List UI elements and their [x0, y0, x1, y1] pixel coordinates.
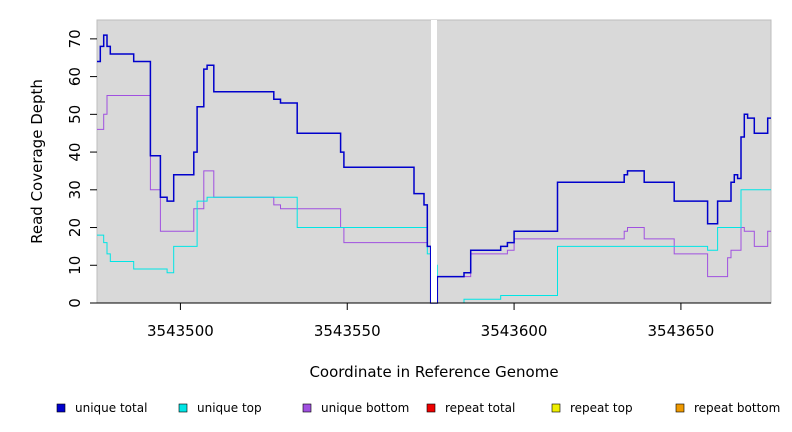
legend-swatch-unique-top [178, 403, 188, 413]
legend-label-unique-total: unique total [75, 401, 147, 415]
y-tick-label: 40 [66, 143, 84, 162]
legend-swatch-repeat-top [551, 403, 561, 413]
y-tick-label: 20 [66, 218, 84, 237]
y-tick-label: 10 [66, 256, 84, 275]
legend: unique total unique top unique bottom repea… [56, 401, 780, 415]
legend-swatch-repeat-bottom [675, 403, 685, 413]
legend-label-unique-bottom: unique bottom [321, 401, 409, 415]
gap-marker [431, 20, 437, 303]
legend-label-unique-top: unique top [197, 401, 262, 415]
x-tick-label: 3543550 [314, 322, 381, 340]
y-tick-label: 30 [66, 180, 84, 199]
legend-swatch-unique-bottom [302, 403, 312, 413]
y-tick-label: 60 [66, 67, 84, 86]
x-tick-label: 3543600 [481, 322, 548, 340]
series-line-unique-total [97, 34, 771, 304]
x-axis-ticks: 3543500 3543550 3543600 3543650 [147, 303, 714, 340]
legend-label-repeat-top: repeat top [570, 401, 633, 415]
y-tick-label: 50 [66, 105, 84, 124]
y-tick-label: 70 [66, 29, 84, 48]
y-axis-ticks: 0 10 20 30 40 50 60 70 [66, 29, 97, 308]
x-tick-label: 3543650 [648, 322, 715, 340]
legend-swatch-unique-total [56, 403, 66, 413]
legend-label-repeat-total: repeat total [445, 401, 515, 415]
y-tick-label: 0 [66, 298, 84, 308]
legend-swatch-repeat-total [426, 403, 436, 413]
x-tick-label: 3543500 [147, 322, 214, 340]
y-axis-title: Read Coverage Depth [28, 79, 46, 244]
x-axis-title: Coordinate in Reference Genome [309, 363, 558, 381]
legend-label-repeat-bottom: repeat bottom [694, 401, 780, 415]
